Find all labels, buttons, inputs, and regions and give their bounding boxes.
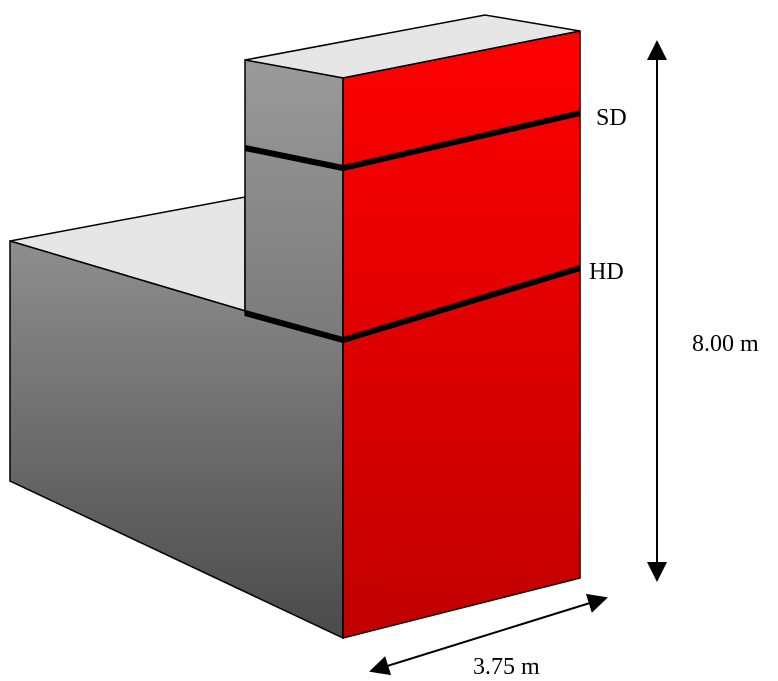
sd-line xyxy=(244,110,581,172)
hd-label: HD xyxy=(589,259,624,285)
depth-dimension-arrow xyxy=(369,593,608,676)
sd-label: SD xyxy=(596,105,627,131)
front-face xyxy=(342,30,581,639)
hd-line xyxy=(244,265,581,344)
depth-label: 3.75 m xyxy=(473,654,540,680)
upper-block-side-face xyxy=(244,59,344,341)
height-label: 8.00 m xyxy=(692,331,759,357)
